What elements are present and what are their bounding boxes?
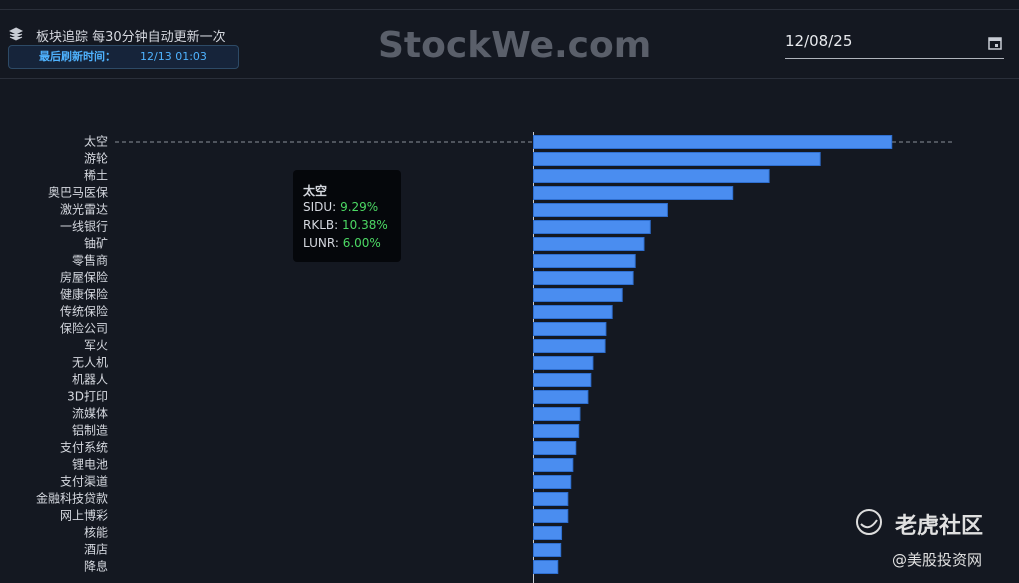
- category-label: 奥巴马医保: [48, 186, 108, 200]
- refresh-box: 最后刷新时间： 12/13 01:03: [8, 45, 239, 69]
- category-label: 支付系统: [60, 441, 108, 455]
- category-label: 铀矿: [84, 237, 108, 251]
- bar: [533, 254, 636, 268]
- bar: [533, 526, 563, 540]
- bar: [533, 407, 581, 421]
- category-label: 激光雷达: [60, 203, 108, 217]
- category-label: 游轮: [84, 152, 108, 166]
- watermark-icon: [856, 509, 882, 535]
- category-label: 金融科技贷款: [36, 491, 108, 506]
- header-title: 板块追踪 每30分钟自动更新一次: [36, 30, 226, 45]
- tooltip-item: LUNR: 6.00%: [303, 236, 381, 250]
- category-label: 传统保险: [60, 304, 108, 319]
- bar: [533, 458, 574, 472]
- bar: [533, 424, 580, 438]
- watermark-logo: 老虎社区: [895, 514, 984, 539]
- tooltip-value: 10.38%: [342, 218, 388, 232]
- bar: [533, 509, 569, 523]
- bar: [533, 543, 562, 557]
- tooltip-name: LUNR:: [303, 236, 339, 250]
- category-label: 太空: [84, 134, 108, 149]
- calendar-icon[interactable]: [988, 36, 1002, 50]
- bar: [533, 390, 589, 404]
- category-label: 核能: [84, 526, 108, 540]
- bar: [533, 560, 559, 574]
- bar: [533, 339, 606, 353]
- tooltip-item: SIDU: 9.29%: [303, 200, 378, 214]
- category-label: 零售商: [72, 253, 108, 268]
- category-label: 军火: [84, 339, 108, 353]
- bar: [533, 186, 734, 200]
- bar: [533, 475, 572, 489]
- date-input[interactable]: 12/08/25: [785, 32, 1004, 59]
- tooltip-value: 9.29%: [340, 200, 379, 214]
- category-label: 降息: [84, 559, 108, 574]
- bar: [533, 373, 592, 387]
- bar: [533, 271, 634, 285]
- category-label: 无人机: [72, 356, 108, 370]
- bar: [533, 356, 594, 370]
- layers-icon: [9, 27, 23, 41]
- tooltip-name: SIDU:: [303, 200, 337, 214]
- category-label: 房屋保险: [60, 270, 108, 285]
- category-label: 稀土: [84, 169, 108, 183]
- bar: [533, 169, 770, 183]
- bar: [533, 135, 893, 149]
- date-value: 12/08/25: [785, 32, 853, 50]
- tooltip: 太空 SIDU: 9.29% RKLB: 10.38% LUNR: 6.00%: [293, 170, 401, 262]
- category-label: 保险公司: [60, 321, 108, 336]
- category-label: 铝制造: [72, 423, 108, 438]
- category-label: 流媒体: [72, 407, 108, 421]
- refresh-time: 12/13 01:03: [140, 50, 207, 63]
- header: 板块追踪 每30分钟自动更新一次 最后刷新时间： 12/13 01:03 Sto…: [0, 9, 1019, 79]
- tooltip-item: RKLB: 10.38%: [303, 218, 388, 232]
- bar: [533, 203, 668, 217]
- bar: [533, 322, 607, 336]
- brand: StockWe.com: [378, 25, 652, 66]
- bar: [533, 152, 821, 166]
- tooltip-value: 6.00%: [342, 236, 381, 250]
- bar: [533, 220, 651, 234]
- bar: [533, 441, 577, 455]
- bar: [533, 305, 613, 319]
- bar: [533, 237, 645, 251]
- category-label: 网上博彩: [60, 508, 108, 523]
- tooltip-name: RKLB:: [303, 218, 339, 232]
- bar: [533, 492, 569, 506]
- category-label: 一线银行: [60, 220, 108, 234]
- category-label: 健康保险: [60, 287, 108, 302]
- category-label: 酒店: [84, 543, 108, 557]
- category-label: 3D打印: [67, 390, 108, 404]
- tooltip-title: 太空: [303, 184, 328, 198]
- category-label: 锂电池: [72, 457, 108, 472]
- category-label: 支付渠道: [60, 475, 108, 489]
- watermark-source: @美股投资网: [892, 551, 983, 569]
- category-label: 机器人: [72, 373, 108, 387]
- refresh-label: 最后刷新时间：: [39, 50, 116, 63]
- bar: [533, 288, 623, 302]
